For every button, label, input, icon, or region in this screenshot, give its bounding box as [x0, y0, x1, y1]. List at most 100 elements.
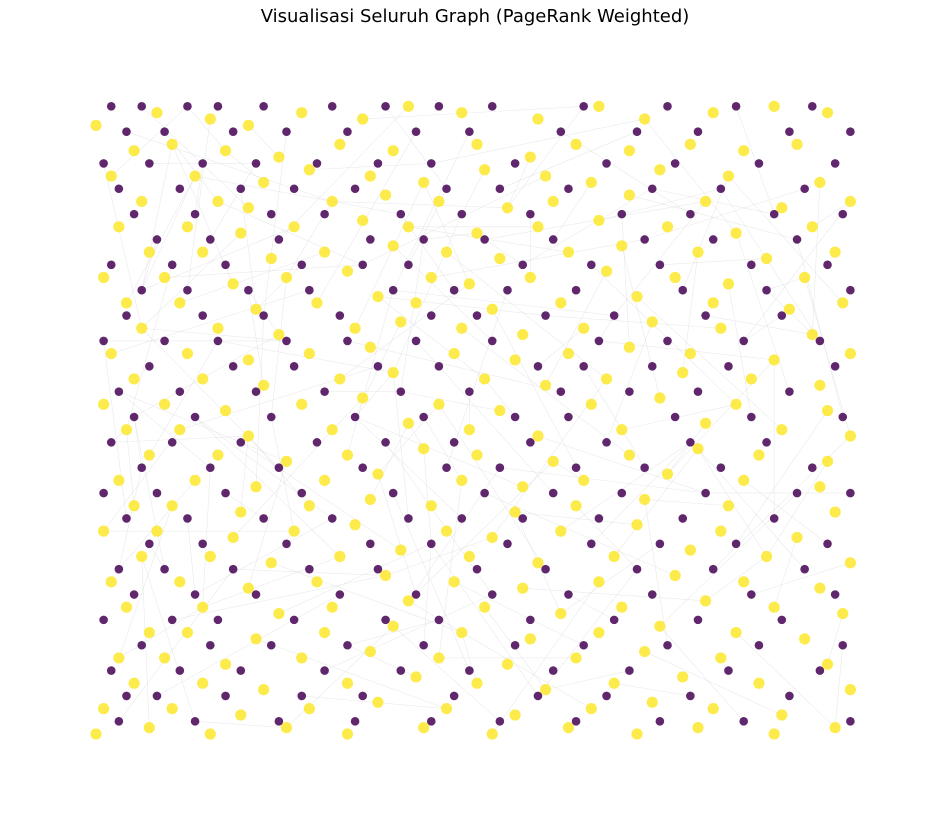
graph-edge	[461, 328, 630, 456]
graph-edge	[560, 131, 691, 215]
node-high-pagerank	[768, 100, 780, 112]
graph-edge	[537, 328, 584, 367]
graph-edge	[537, 568, 638, 697]
node-low-pagerank	[114, 564, 124, 574]
node-high-pagerank	[844, 557, 856, 569]
graph-edge	[491, 581, 600, 735]
node-high-pagerank	[631, 728, 643, 740]
graph-edge	[446, 290, 508, 468]
node-high-pagerank	[402, 100, 415, 112]
node-high-pagerank	[357, 113, 369, 125]
node-high-pagerank	[806, 221, 818, 233]
graph-edge	[438, 404, 546, 570]
node-high-pagerank	[753, 677, 765, 689]
node-high-pagerank	[837, 297, 849, 309]
graph-edge	[347, 340, 561, 392]
node-high-pagerank	[715, 525, 727, 537]
node-low-pagerank	[807, 463, 817, 473]
node-high-pagerank	[654, 620, 666, 632]
node-low-pagerank	[411, 127, 421, 136]
node-low-pagerank	[708, 564, 718, 574]
node-low-pagerank	[198, 539, 207, 549]
node-low-pagerank	[350, 412, 360, 422]
node-low-pagerank	[145, 539, 154, 549]
graph-edge	[751, 562, 851, 595]
node-high-pagerank	[509, 709, 521, 721]
graph-edge	[118, 568, 234, 722]
node-high-pagerank	[143, 626, 155, 639]
node-low-pagerank	[213, 336, 223, 346]
node-high-pagerank	[219, 658, 232, 670]
graph-edge	[613, 448, 699, 557]
graph-edge	[636, 296, 783, 430]
node-low-pagerank	[807, 102, 817, 111]
node-high-pagerank	[814, 379, 826, 391]
node-low-pagerank	[259, 311, 268, 320]
node-low-pagerank	[747, 590, 756, 599]
node-high-pagerank	[296, 398, 308, 410]
node-low-pagerank	[533, 691, 543, 701]
node-high-pagerank	[433, 652, 445, 664]
node-high-pagerank	[158, 652, 171, 664]
graph-edge	[171, 144, 234, 284]
node-high-pagerank	[463, 424, 475, 436]
node-high-pagerank	[456, 474, 468, 486]
node-high-pagerank	[562, 722, 575, 734]
node-high-pagerank	[418, 722, 430, 734]
graph-edge	[621, 214, 630, 348]
node-high-pagerank	[517, 481, 529, 493]
node-high-pagerank	[174, 424, 186, 436]
node-high-pagerank	[661, 221, 674, 233]
graph-edge	[484, 239, 523, 266]
graph-edge	[392, 372, 409, 519]
graph-edge	[796, 239, 844, 418]
node-high-pagerank	[113, 474, 125, 486]
node-high-pagerank	[562, 246, 575, 258]
node-high-pagerank	[166, 138, 178, 150]
node-low-pagerank	[640, 463, 649, 473]
node-low-pagerank	[274, 463, 284, 473]
node-high-pagerank	[509, 506, 521, 518]
node-high-pagerank	[524, 271, 536, 284]
node-low-pagerank	[366, 539, 375, 549]
node-high-pagerank	[387, 145, 399, 157]
node-high-pagerank	[547, 195, 559, 208]
node-low-pagerank	[838, 209, 848, 219]
node-low-pagerank	[739, 336, 748, 346]
graph-edge	[423, 232, 478, 240]
node-low-pagerank	[274, 717, 284, 726]
node-low-pagerank	[122, 311, 131, 320]
node-high-pagerank	[364, 341, 376, 353]
node-high-pagerank	[334, 373, 346, 385]
node-high-pagerank	[90, 119, 102, 131]
node-low-pagerank	[724, 361, 733, 371]
node-high-pagerank	[105, 170, 117, 182]
node-high-pagerank	[402, 221, 415, 233]
graph-edge	[194, 518, 333, 595]
node-low-pagerank	[663, 640, 672, 650]
node-low-pagerank	[487, 590, 497, 599]
node-low-pagerank	[754, 640, 764, 650]
node-high-pagerank	[661, 468, 674, 480]
node-low-pagerank	[221, 488, 230, 498]
node-low-pagerank	[167, 438, 177, 447]
graph-edge	[613, 201, 706, 316]
node-low-pagerank	[152, 691, 162, 701]
node-high-pagerank	[341, 449, 354, 461]
node-low-pagerank	[236, 666, 246, 675]
node-high-pagerank	[623, 189, 636, 201]
node-low-pagerank	[259, 102, 268, 111]
node-low-pagerank	[663, 102, 672, 111]
node-high-pagerank	[273, 328, 285, 341]
node-low-pagerank	[251, 590, 261, 599]
node-low-pagerank	[747, 412, 756, 422]
node-high-pagerank	[837, 607, 849, 620]
node-low-pagerank	[800, 564, 809, 574]
graph-edge	[499, 131, 638, 190]
node-high-pagerank	[829, 246, 841, 258]
graph-edge	[728, 175, 843, 304]
node-high-pagerank	[600, 265, 613, 277]
node-high-pagerank	[212, 195, 224, 208]
node-low-pagerank	[190, 590, 200, 599]
